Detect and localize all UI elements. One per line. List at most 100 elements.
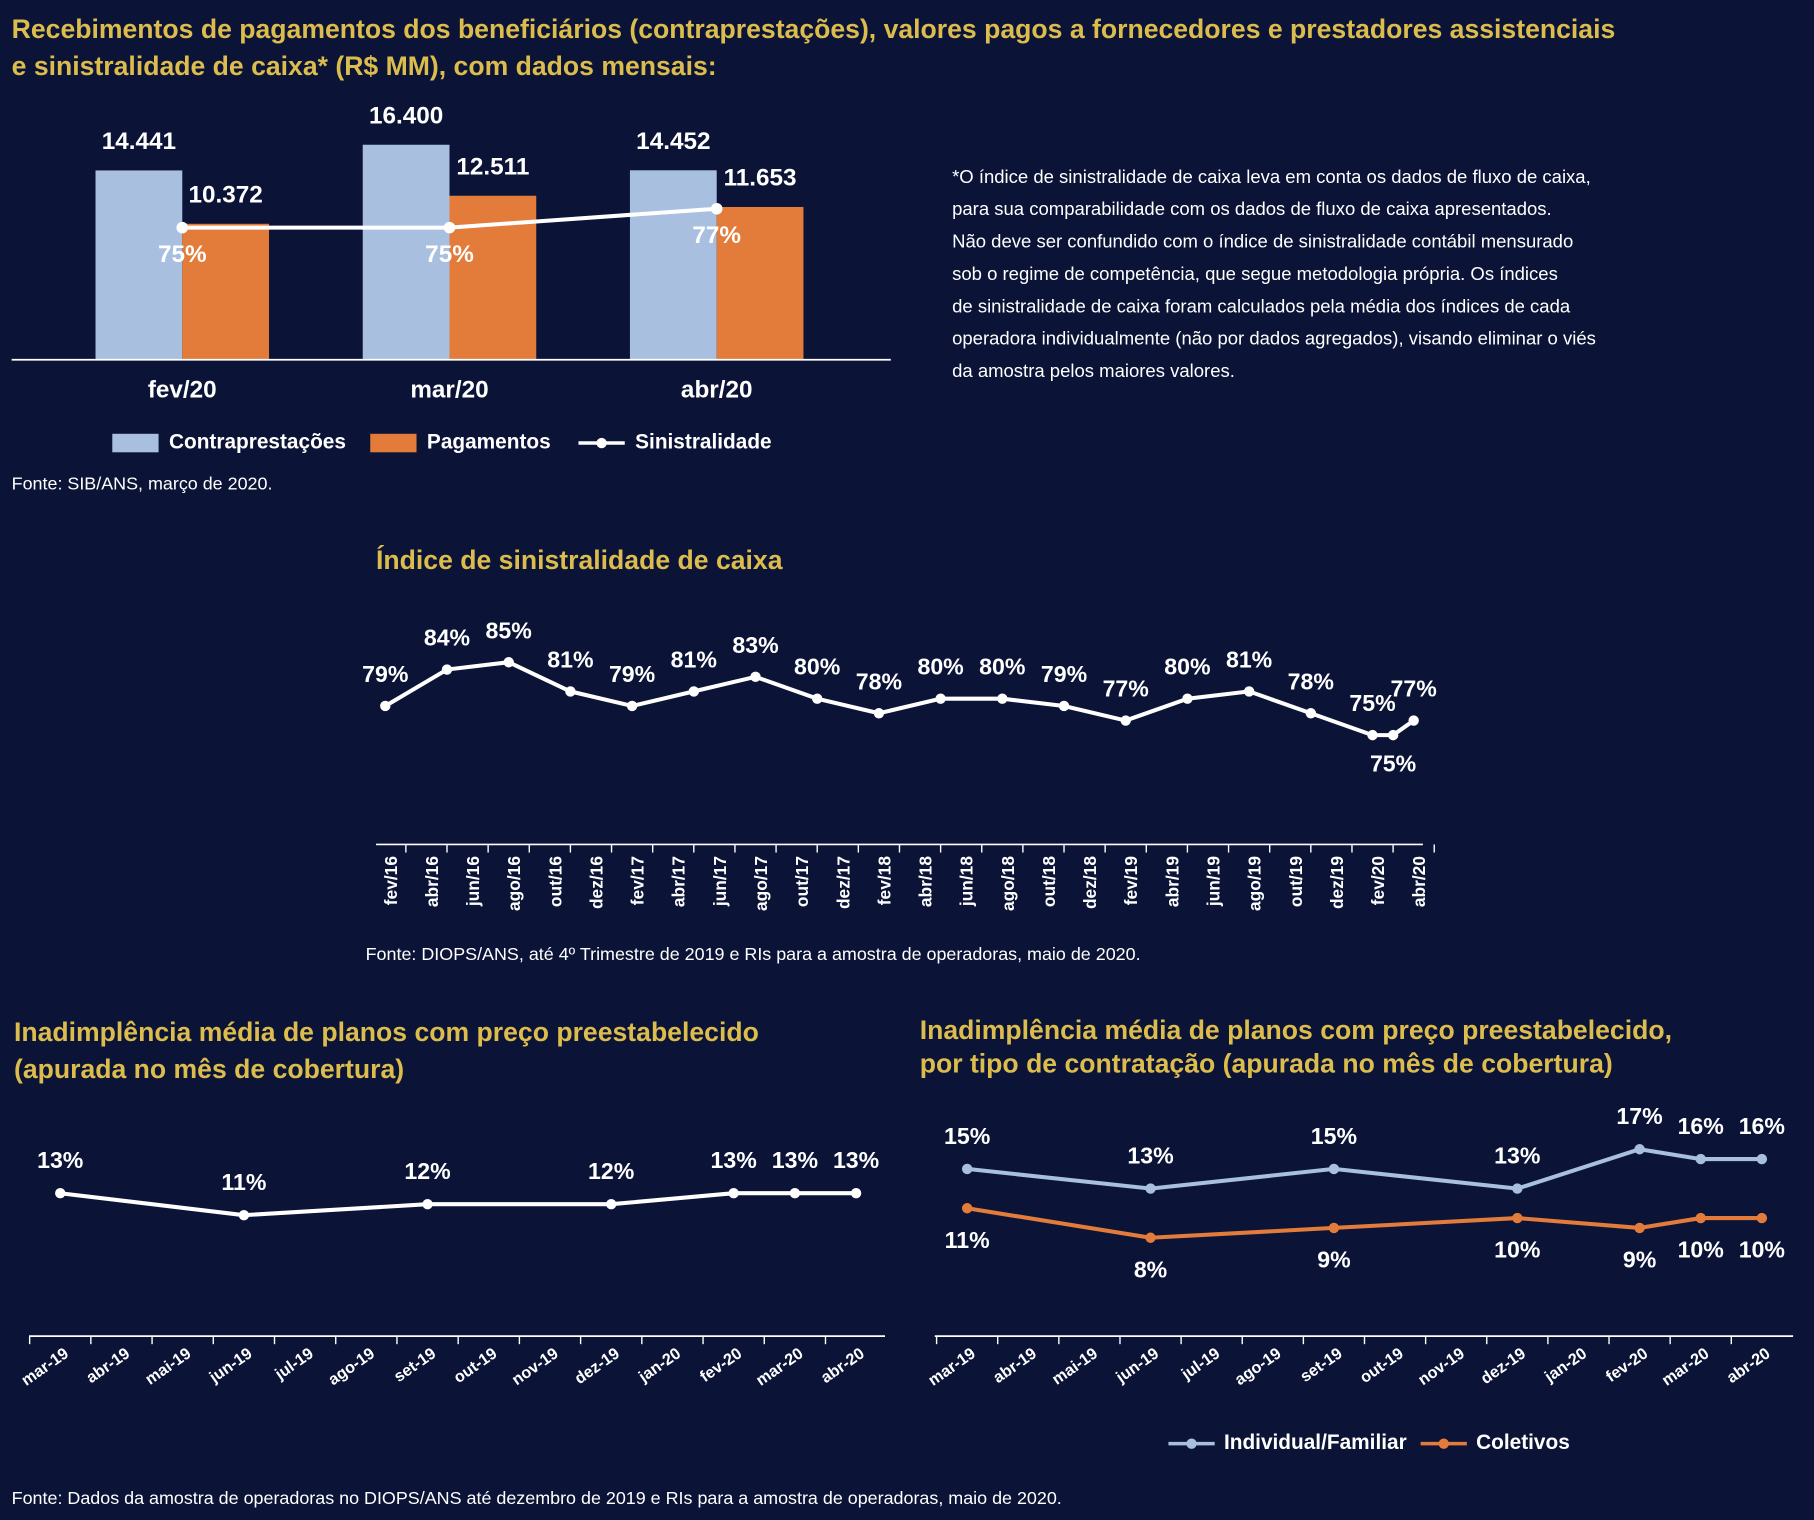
x-tick-label: jun/19 <box>1204 856 1224 907</box>
line-point <box>626 700 638 712</box>
x-tick-label: fev/17 <box>628 856 648 905</box>
x-tick-label: abr/17 <box>669 856 689 907</box>
line-point <box>1512 1212 1523 1224</box>
legend-swatch <box>1186 1438 1197 1449</box>
bar <box>629 170 717 360</box>
line-point <box>1058 700 1070 712</box>
legend-swatch <box>1438 1438 1449 1449</box>
data-label: 14.452 <box>636 128 710 155</box>
line-point <box>422 1198 433 1210</box>
data-label: 13% <box>1494 1142 1540 1168</box>
data-label: 79% <box>1041 661 1087 687</box>
line-point <box>503 657 514 668</box>
data-label: 13% <box>772 1147 818 1173</box>
x-tick-label: abr/19 <box>1162 856 1182 907</box>
bar <box>449 195 537 360</box>
line-point <box>176 221 189 234</box>
line-point <box>55 1188 66 1199</box>
chart-title: Inadimplência média de planos com preço … <box>920 1015 1672 1045</box>
data-label: 83% <box>732 632 778 658</box>
data-label: 75% <box>158 241 207 268</box>
data-label: 13% <box>711 1147 757 1173</box>
data-label: 16.400 <box>369 102 443 129</box>
data-label: 17% <box>1616 1103 1662 1129</box>
data-label: 80% <box>917 654 963 680</box>
note-line: sob o regime de competência, que segue m… <box>952 263 1558 284</box>
data-label: 13% <box>1127 1142 1173 1168</box>
data-label: 11% <box>945 1227 990 1253</box>
chart-title: (apurada no mês de cobertura) <box>14 1054 404 1084</box>
x-tick-label: out/19 <box>1286 856 1306 907</box>
data-label: 11.653 <box>724 165 797 192</box>
data-label: 75% <box>425 241 474 268</box>
line-point <box>850 1188 862 1199</box>
data-label: 10% <box>1494 1237 1540 1263</box>
line-point <box>710 202 723 215</box>
x-tick-label: fev/18 <box>874 856 894 906</box>
legend-label: Coletivos <box>1476 1431 1570 1454</box>
data-label: 80% <box>979 654 1025 680</box>
x-tick-label: jun/18 <box>957 856 977 907</box>
x-tick-label: ago/18 <box>998 856 1018 911</box>
line-point <box>1756 1153 1768 1165</box>
data-label: 10% <box>1678 1237 1724 1263</box>
chart-title: Índice de sinistralidade de caixa <box>376 545 783 575</box>
data-label: 13% <box>37 1147 83 1173</box>
chart-title: por tipo de contratação (apurada no mês … <box>920 1048 1613 1078</box>
line-point <box>1120 715 1131 726</box>
data-label: 77% <box>1391 676 1437 702</box>
legend-label: Contraprestações <box>169 431 346 454</box>
x-tick-label: out/16 <box>545 856 565 907</box>
data-label: 10.372 <box>189 181 263 208</box>
x-tick-label: dez/18 <box>1080 856 1100 909</box>
line-point <box>1305 708 1317 719</box>
line-point <box>1243 686 1255 697</box>
legend-label: Individual/Familiar <box>1224 1431 1407 1454</box>
data-label: 8% <box>1134 1256 1167 1282</box>
line-point <box>380 700 391 712</box>
line-point <box>606 1198 617 1210</box>
line-point <box>935 693 946 704</box>
x-tick-label: abr/18 <box>916 856 936 907</box>
chart-title: Recebimentos de pagamentos dos beneficiá… <box>12 14 1616 44</box>
x-tick-label: dez/16 <box>586 856 606 909</box>
line-point <box>1756 1212 1768 1224</box>
x-tick-label: abr/20 <box>1409 856 1429 907</box>
bar <box>182 223 270 360</box>
line-point <box>1634 1222 1645 1234</box>
note-line: Não deve ser confundido com o índice de … <box>952 231 1573 252</box>
line-point <box>1145 1232 1156 1243</box>
line-point <box>1512 1183 1523 1194</box>
line-point <box>1695 1153 1706 1165</box>
data-label: 13% <box>833 1147 879 1173</box>
line-point <box>750 671 761 683</box>
data-label: 15% <box>944 1123 990 1149</box>
source: Fonte: Dados da amostra de operadoras no… <box>12 1488 1062 1508</box>
line-point <box>789 1188 801 1199</box>
x-tick-label: ago/19 <box>1245 856 1265 911</box>
data-label: 9% <box>1317 1247 1350 1273</box>
line-point <box>1695 1212 1706 1224</box>
note-line: de sinistralidade de caixa foram calcula… <box>952 295 1571 316</box>
x-tick-label: fev/20 <box>148 376 217 403</box>
x-tick-label: fev/19 <box>1121 856 1141 905</box>
source: Fonte: SIB/ANS, março de 2020. <box>12 473 273 493</box>
source: Fonte: DIOPS/ANS, até 4º Trimestre de 20… <box>366 944 1141 964</box>
line-point <box>873 708 885 719</box>
line-point <box>961 1163 973 1175</box>
line-point <box>961 1203 973 1214</box>
data-label: 81% <box>547 646 593 672</box>
data-label: 14.441 <box>102 128 176 155</box>
line-point <box>1182 693 1193 704</box>
data-label: 12% <box>404 1158 450 1184</box>
data-label: 81% <box>1226 646 1272 672</box>
line-point <box>441 664 453 675</box>
line-point <box>688 686 700 697</box>
x-tick-label: fev/20 <box>1368 856 1388 905</box>
legend-swatch <box>370 433 417 453</box>
bar <box>362 144 450 360</box>
chart-title: Inadimplência média de planos com preço … <box>14 1017 759 1047</box>
data-label: 15% <box>1311 1123 1357 1149</box>
data-label: 78% <box>856 668 902 694</box>
x-tick-label: ago/16 <box>504 856 524 911</box>
